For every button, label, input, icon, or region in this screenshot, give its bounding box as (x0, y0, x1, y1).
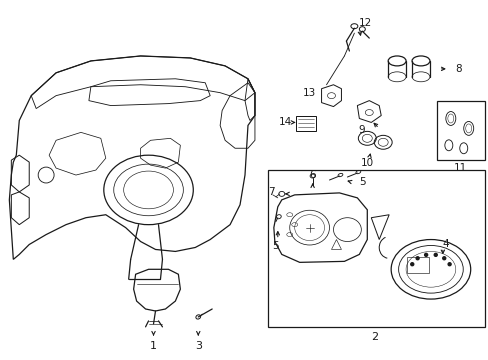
Text: 9: 9 (357, 125, 364, 135)
Bar (406, 257, 428, 273)
Circle shape (424, 253, 427, 256)
Text: 6: 6 (309, 170, 315, 180)
Text: 14: 14 (279, 117, 292, 127)
Text: 12: 12 (358, 18, 371, 28)
Bar (267, 170, 484, 327)
Circle shape (410, 263, 413, 266)
Text: 4: 4 (442, 239, 448, 248)
Text: 10: 10 (360, 158, 373, 168)
Bar (436, 100, 484, 160)
Text: 3: 3 (194, 341, 202, 351)
Text: 11: 11 (453, 163, 467, 173)
Text: 5: 5 (272, 242, 279, 252)
Text: 8: 8 (454, 64, 461, 74)
Circle shape (447, 263, 450, 266)
Text: 13: 13 (303, 88, 316, 98)
Bar (295, 116, 315, 131)
Text: 1: 1 (150, 341, 157, 351)
Text: 5: 5 (359, 177, 365, 187)
Circle shape (433, 253, 436, 256)
Text: 2: 2 (370, 332, 377, 342)
Circle shape (442, 257, 445, 260)
Text: 7: 7 (268, 187, 275, 197)
Circle shape (415, 257, 418, 260)
